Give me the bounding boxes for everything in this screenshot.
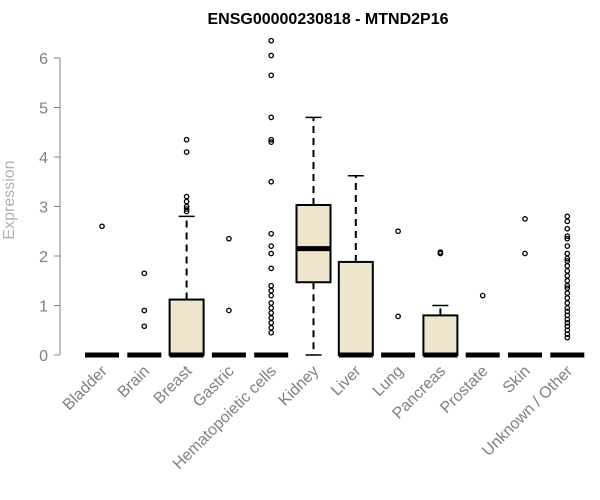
outlier-point	[226, 307, 232, 314]
outlier-point	[226, 235, 232, 242]
outlier-point	[268, 243, 275, 249]
iqr-box	[422, 314, 459, 356]
x-tick-label: Brain	[115, 363, 153, 401]
y-tick-label: 3	[39, 200, 48, 217]
outlier-point	[564, 319, 571, 326]
iqr-box	[168, 298, 205, 356]
outlier-point	[564, 316, 571, 323]
outlier-point	[268, 287, 275, 294]
outlier-point	[564, 334, 571, 341]
outlier-point	[183, 136, 190, 143]
outlier-point	[268, 300, 275, 306]
outlier-point	[564, 277, 571, 284]
box-hematopoietic-cells	[254, 37, 289, 358]
chart-title: ENSG00000230818 - MTND2P16	[207, 11, 448, 28]
outlier-point	[564, 225, 571, 232]
outlier-point	[268, 178, 275, 185]
outlier-point	[268, 329, 275, 336]
box-gastric	[211, 235, 246, 358]
outlier-point	[564, 218, 571, 225]
iqr-box	[295, 204, 332, 284]
outlier-point	[268, 37, 275, 44]
outlier-point	[522, 250, 528, 257]
box-breast	[168, 136, 205, 358]
y-tick-label: 1	[39, 299, 48, 316]
outlier-point	[395, 313, 401, 320]
outlier-point	[564, 255, 571, 262]
x-tick-label: Skin	[500, 363, 534, 397]
y-tick-label: 0	[39, 348, 48, 365]
iqr-box	[337, 260, 374, 356]
box-brain	[127, 270, 162, 358]
outlier-point	[141, 307, 148, 314]
outlier-point	[268, 315, 275, 321]
outlier-point	[268, 72, 275, 79]
box-group	[85, 37, 585, 358]
x-tick-label: Bladder	[60, 362, 111, 413]
outlier-point	[183, 198, 190, 205]
outlier-point	[183, 206, 190, 212]
outlier-point	[268, 230, 275, 237]
outlier-point	[564, 290, 571, 296]
outlier-point	[564, 263, 571, 269]
x-tick-label: Kidney	[276, 363, 323, 410]
outlier-point	[268, 265, 275, 272]
outlier-point	[564, 331, 571, 338]
box-lung	[381, 228, 416, 358]
outlier-point	[395, 228, 401, 235]
outlier-point	[564, 213, 571, 220]
outlier-point	[268, 136, 275, 143]
box-bladder	[85, 223, 119, 358]
y-axis-label: Expression	[1, 160, 18, 239]
outlier-point	[268, 292, 275, 299]
box-pancreas	[422, 249, 459, 358]
outlier-point	[268, 324, 275, 331]
outlier-point	[479, 292, 486, 299]
y-tick-label: 5	[39, 101, 48, 118]
outlier-point	[564, 305, 571, 311]
outlier-point	[564, 267, 571, 274]
outlier-point	[268, 319, 275, 326]
outlier-point	[268, 114, 275, 121]
outlier-point	[564, 272, 571, 279]
box-prostate	[465, 292, 500, 358]
outlier-point	[141, 323, 148, 330]
outlier-point	[522, 216, 528, 222]
x-tick-label: Lung	[370, 363, 407, 400]
outlier-point	[564, 235, 571, 242]
y-tick-label: 4	[39, 150, 48, 167]
box-liver	[337, 175, 374, 358]
outlier-point	[268, 310, 275, 316]
outlier-point	[99, 223, 105, 230]
box-skin	[508, 216, 542, 358]
outlier-point	[564, 300, 571, 306]
x-tick-label: Prostate	[437, 363, 491, 417]
outlier-point	[564, 243, 571, 249]
outlier-point	[141, 270, 148, 277]
outlier-point	[268, 250, 275, 257]
outlier-point	[564, 233, 571, 240]
outlier-point	[183, 193, 190, 200]
outlier-point	[183, 208, 190, 215]
outlier-point	[437, 250, 444, 257]
box-unknown-other	[550, 213, 585, 358]
outlier-point	[564, 282, 571, 289]
y-axis: 0 1 2 3 4 5 6	[39, 51, 61, 365]
box-kidney	[295, 116, 332, 356]
outlier-point	[268, 139, 275, 145]
outlier-point	[183, 149, 190, 155]
outlier-point	[564, 250, 571, 257]
y-tick-label: 2	[39, 249, 48, 266]
y-tick-label: 6	[39, 51, 48, 68]
x-tick-label: Breast	[151, 362, 196, 407]
x-tick-label: Liver	[328, 362, 365, 399]
outlier-point	[268, 52, 275, 59]
outlier-point	[268, 305, 275, 311]
outlier-point	[268, 282, 275, 289]
outlier-point	[564, 295, 571, 301]
